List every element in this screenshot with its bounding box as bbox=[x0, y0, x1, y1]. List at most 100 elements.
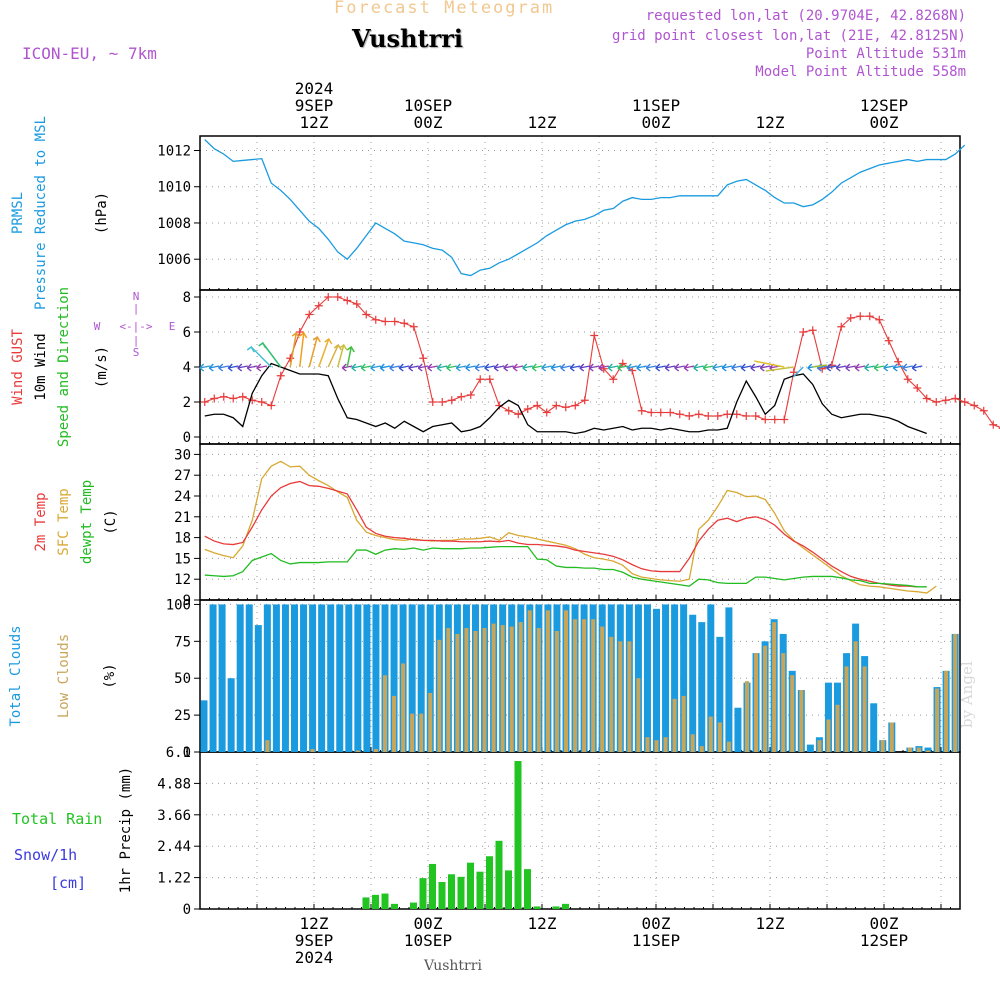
rain-bar bbox=[467, 862, 474, 909]
precip-y-tick-label: 2.44 bbox=[157, 839, 191, 855]
total-cloud-bar bbox=[345, 604, 353, 752]
bottom-time-label: 12Z bbox=[528, 914, 557, 933]
bottom-time-label: 12Z bbox=[300, 914, 329, 933]
gust-marker bbox=[903, 375, 912, 384]
wind-arrow bbox=[560, 363, 571, 372]
gust-marker bbox=[979, 406, 988, 415]
snow-unit-legend: [cm] bbox=[50, 874, 86, 892]
low-cloud-bar bbox=[527, 610, 532, 752]
wind-arrow bbox=[721, 363, 733, 372]
total-cloud-bar bbox=[680, 604, 688, 752]
wind-arrow bbox=[655, 363, 666, 372]
wind-arrow bbox=[740, 363, 752, 372]
gust-marker bbox=[970, 401, 979, 410]
low-cloud-bar bbox=[582, 619, 587, 752]
low-cloud-bar bbox=[645, 737, 650, 752]
temp-2m-line bbox=[204, 480, 918, 588]
gust-marker bbox=[704, 412, 713, 420]
low-cloud-bar bbox=[781, 653, 786, 752]
wind-arrow-head bbox=[258, 341, 267, 349]
footer-location: Vushtrri bbox=[424, 958, 482, 974]
wind-arrow bbox=[360, 363, 372, 372]
gust-marker bbox=[276, 371, 285, 380]
total-cloud-bar bbox=[227, 678, 235, 752]
temp-y-tick-label: 18 bbox=[174, 531, 191, 547]
total-cloud-bar bbox=[870, 703, 878, 752]
gust-marker bbox=[694, 410, 703, 419]
wind-arrow bbox=[199, 363, 210, 372]
temp-panel: 9 12 15 18 21 24 27 30 bbox=[174, 443, 961, 609]
wind-arrow bbox=[427, 363, 438, 372]
total-cloud-bar bbox=[372, 604, 380, 752]
gust-marker bbox=[666, 408, 675, 417]
total-cloud-bar bbox=[218, 604, 226, 752]
gust-marker bbox=[580, 396, 589, 405]
total-cloud-bar bbox=[390, 604, 398, 752]
top-time-label: 00Z bbox=[414, 113, 443, 132]
rain-bar bbox=[381, 893, 389, 909]
temp-y-tick-label: 24 bbox=[174, 489, 191, 505]
total-cloud-bar bbox=[245, 604, 253, 752]
total-clouds-title: Total Clouds bbox=[8, 625, 24, 726]
total-cloud-bar bbox=[806, 744, 814, 752]
low-cloud-bar bbox=[681, 695, 686, 752]
temp-y-tick-label: 9 bbox=[183, 593, 191, 609]
low-cloud-bar bbox=[636, 678, 641, 752]
wind-arrow bbox=[636, 363, 647, 372]
low-cloud-bar bbox=[754, 653, 759, 752]
sfc-title: SFC Temp bbox=[56, 488, 72, 555]
rain-bar bbox=[514, 761, 522, 909]
wind-arrow bbox=[408, 363, 419, 372]
wind-arrow bbox=[246, 363, 258, 372]
model-altitude: Model Point Altitude 558m bbox=[755, 64, 966, 80]
rain-bar bbox=[372, 894, 379, 909]
wind-arrow bbox=[883, 363, 894, 372]
wind-arrow-strong bbox=[299, 332, 305, 368]
low-cloud-bar bbox=[826, 719, 831, 752]
wind-arrow bbox=[522, 363, 533, 372]
wind-arrow-head bbox=[291, 331, 300, 339]
total-cloud-bar bbox=[254, 625, 262, 752]
low-cloud-bar bbox=[545, 610, 550, 752]
wind-arrow bbox=[389, 363, 400, 372]
gust-marker bbox=[647, 408, 656, 417]
wind-arrow bbox=[550, 363, 562, 372]
low-cloud-bar bbox=[618, 641, 623, 752]
low-cloud-bar bbox=[573, 619, 578, 752]
rain-bar bbox=[410, 902, 417, 909]
gust-marker bbox=[333, 293, 342, 301]
rain-legend: Total Rain bbox=[12, 810, 102, 828]
gust-marker bbox=[761, 415, 770, 424]
precip-frame bbox=[199, 751, 961, 910]
wind-arrow bbox=[835, 363, 847, 372]
snow-legend: Snow/1h bbox=[14, 846, 77, 864]
wind-arrow bbox=[351, 363, 362, 372]
wind-arrow bbox=[398, 363, 410, 372]
low-cloud-bar bbox=[654, 740, 659, 752]
gust-marker bbox=[732, 410, 741, 419]
total-cloud-bar bbox=[426, 604, 434, 752]
gust-marker bbox=[685, 412, 694, 420]
compass-w: W bbox=[94, 320, 101, 333]
gust-marker bbox=[808, 326, 817, 335]
precip-y-tick-label: 3.66 bbox=[157, 808, 191, 824]
low-cloud-bar bbox=[799, 690, 804, 752]
top-time-label: 2024 bbox=[295, 79, 334, 98]
gust-marker bbox=[751, 412, 760, 420]
gust-marker bbox=[856, 312, 865, 321]
rain-bar bbox=[438, 881, 446, 909]
gust-marker bbox=[457, 392, 466, 401]
grid-point-coords: grid point closest lon,lat (21E, 42.8125… bbox=[611, 28, 966, 44]
wind-arrow-head bbox=[346, 345, 355, 353]
gust-marker bbox=[286, 354, 295, 363]
total-cloud-bar bbox=[281, 604, 289, 752]
wind-arrow bbox=[607, 363, 619, 372]
low-cloud-bar bbox=[745, 681, 749, 752]
low-cloud-bar bbox=[726, 741, 731, 752]
gust-marker bbox=[267, 401, 276, 410]
wind-arrow-strong bbox=[754, 360, 785, 368]
low-cloud-bar bbox=[880, 740, 885, 752]
wind-arrow bbox=[911, 363, 923, 372]
top-time-label: 00Z bbox=[642, 113, 671, 132]
low-cloud-bar bbox=[265, 740, 270, 752]
